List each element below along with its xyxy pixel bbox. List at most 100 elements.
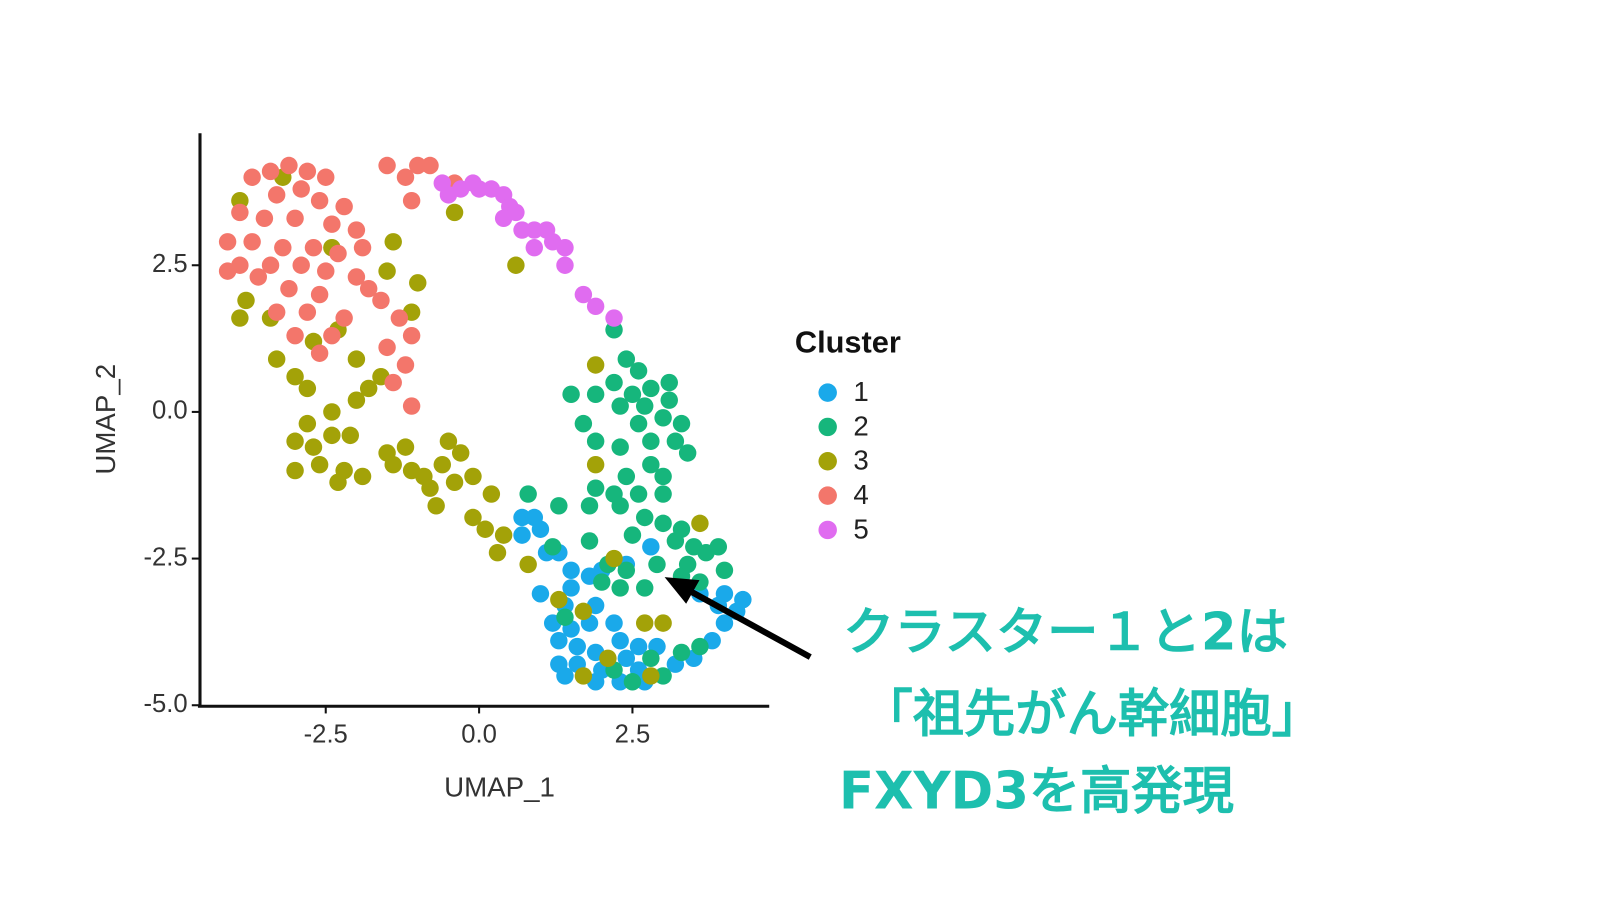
point — [629, 485, 648, 503]
point — [642, 456, 660, 474]
point — [421, 156, 439, 175]
annotation-line: クラスター１と2は — [843, 603, 1288, 663]
point — [427, 497, 445, 515]
point — [507, 256, 525, 274]
point — [482, 485, 501, 503]
y-tick-label: 0.0 — [152, 397, 188, 425]
point — [494, 526, 513, 544]
point — [715, 561, 734, 580]
point — [353, 467, 372, 486]
point — [298, 303, 317, 321]
point — [672, 643, 691, 662]
point — [292, 180, 310, 198]
point — [580, 497, 599, 515]
point — [402, 397, 421, 415]
point — [310, 192, 329, 210]
y-tick-label: -2.5 — [144, 543, 188, 571]
legend-title: Cluster — [795, 325, 901, 360]
point — [611, 631, 629, 650]
point — [347, 391, 366, 409]
point — [513, 526, 531, 544]
point — [323, 426, 341, 445]
point — [605, 309, 623, 327]
point — [574, 667, 593, 685]
point — [280, 156, 298, 175]
point — [335, 309, 353, 327]
point — [635, 614, 654, 632]
point — [451, 444, 470, 462]
point — [654, 467, 672, 486]
point — [599, 649, 617, 668]
point — [218, 262, 237, 280]
point — [292, 256, 310, 274]
point — [317, 262, 335, 280]
point — [519, 555, 537, 574]
point — [617, 649, 636, 668]
point — [378, 262, 396, 280]
point — [470, 180, 488, 198]
point — [249, 268, 267, 286]
point — [586, 432, 605, 450]
point — [298, 379, 317, 398]
legend-label: 4 — [853, 479, 868, 510]
point — [396, 356, 415, 374]
point — [396, 168, 415, 186]
point — [267, 303, 286, 321]
legend-label: 5 — [853, 513, 868, 544]
point — [421, 479, 439, 497]
point — [261, 162, 280, 181]
point — [605, 373, 623, 392]
point — [550, 590, 568, 609]
point — [654, 667, 672, 685]
x-tick-label: -2.5 — [304, 721, 348, 749]
y-tick-label: 2.5 — [152, 250, 188, 278]
point — [280, 280, 298, 298]
point — [304, 438, 323, 456]
point — [298, 414, 317, 433]
point — [605, 614, 623, 632]
point — [390, 309, 409, 327]
point — [267, 350, 286, 368]
point — [648, 555, 666, 574]
point — [445, 473, 464, 492]
point — [629, 637, 648, 656]
legend-label: 1 — [853, 376, 868, 407]
point — [433, 456, 452, 474]
point — [586, 479, 605, 497]
point — [629, 414, 648, 433]
point — [323, 326, 341, 345]
point — [654, 409, 672, 427]
point — [654, 514, 672, 533]
point — [623, 673, 642, 691]
legend-swatch — [818, 486, 837, 505]
point — [409, 274, 427, 292]
legend-swatch — [818, 417, 837, 437]
point — [635, 579, 654, 597]
point — [402, 192, 421, 210]
point — [531, 585, 550, 603]
point — [666, 532, 685, 550]
point — [384, 456, 402, 474]
point — [562, 561, 580, 580]
point — [243, 233, 261, 251]
point — [654, 614, 672, 632]
legend-swatch — [818, 520, 837, 540]
point — [574, 285, 593, 304]
point — [409, 156, 427, 175]
point — [556, 608, 574, 626]
arrow-shaft — [683, 585, 812, 660]
point — [323, 215, 341, 233]
point — [715, 585, 734, 603]
point — [550, 631, 568, 650]
point — [378, 156, 396, 175]
points — [218, 156, 752, 691]
point — [660, 391, 678, 409]
point — [310, 285, 329, 304]
arrow-head — [664, 577, 700, 604]
point — [372, 291, 390, 310]
point — [378, 338, 396, 357]
point — [323, 403, 341, 421]
point — [341, 426, 359, 445]
x-tick-label: 2.5 — [615, 721, 651, 749]
